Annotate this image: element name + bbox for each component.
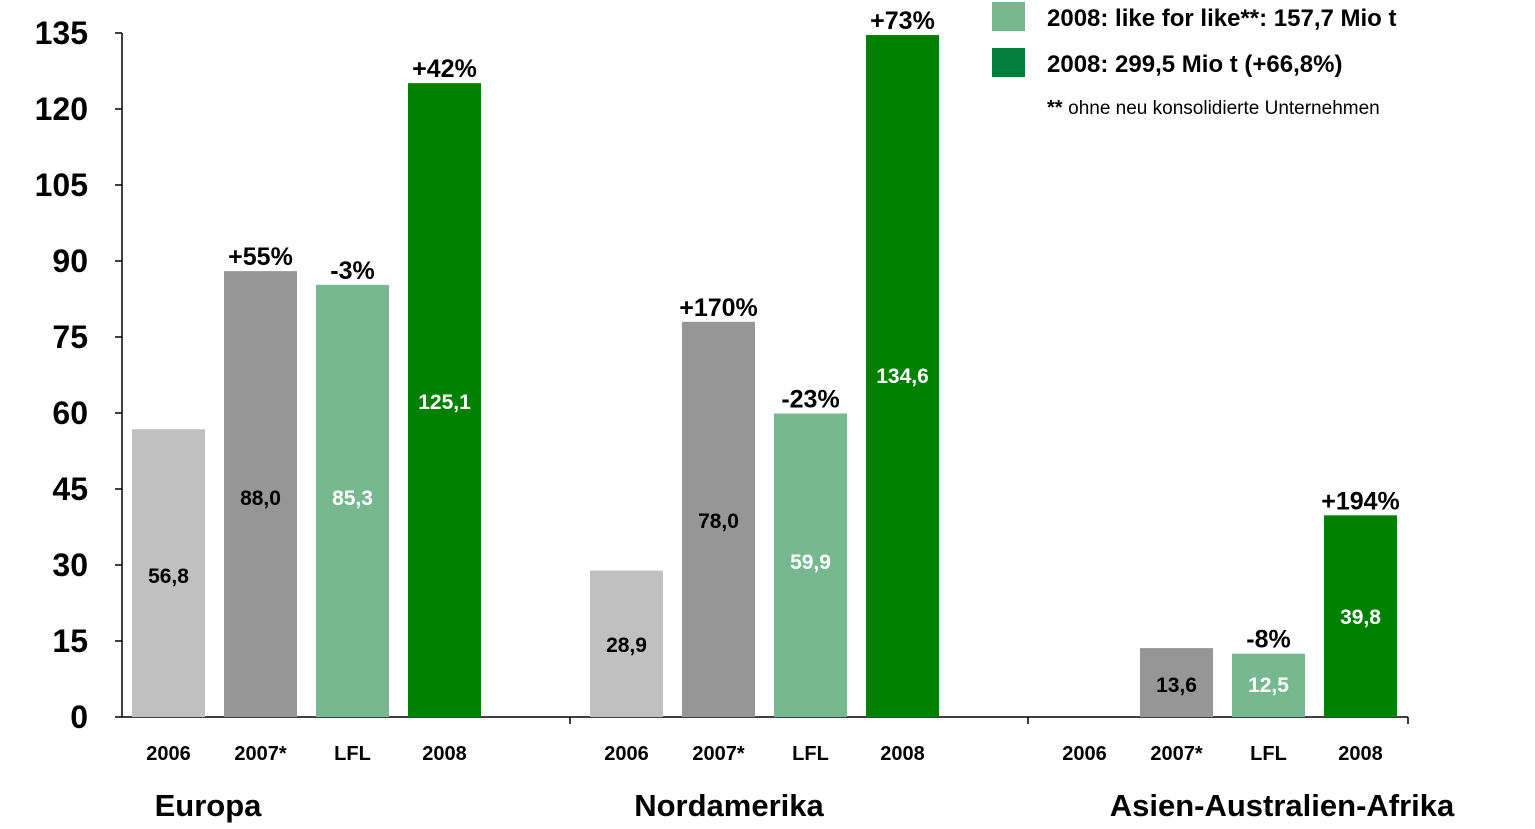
bar xyxy=(866,35,939,717)
bar-change-label: -8% xyxy=(1246,626,1290,654)
footnote: ** ohne neu konsolidierte Unternehmen xyxy=(1047,97,1380,119)
x-tick-label: 2006 xyxy=(1062,743,1107,765)
bar-value-label: 59,9 xyxy=(790,551,831,574)
bar xyxy=(316,284,389,717)
bar-change-label: +42% xyxy=(412,55,477,83)
bar-change-label: -3% xyxy=(330,257,374,285)
x-tick-label: 2008 xyxy=(422,743,467,765)
group-label: Europa xyxy=(155,788,263,823)
bar-change-label: +194% xyxy=(1321,487,1400,515)
footnote-text: ohne neu konsolidierte Unternehmen xyxy=(1068,98,1380,119)
bar-value-label: 88,0 xyxy=(240,487,281,510)
y-tick-label: 0 xyxy=(70,699,88,735)
y-tick-label: 30 xyxy=(52,547,88,583)
y-tick-label: 105 xyxy=(35,167,88,203)
bar-value-label: 85,3 xyxy=(332,487,373,510)
bar-change-label: +73% xyxy=(870,7,935,35)
x-tick-label: LFL xyxy=(334,743,371,765)
bar-value-label: 78,0 xyxy=(698,510,739,533)
x-tick-label: 2007* xyxy=(234,743,286,765)
bar xyxy=(1140,648,1213,717)
legend-swatch xyxy=(992,48,1025,77)
x-tick-label: 2006 xyxy=(146,743,191,765)
y-tick-label: 120 xyxy=(35,91,88,127)
y-tick-label: 75 xyxy=(52,319,88,355)
y-tick-label: 135 xyxy=(35,15,88,51)
bar-change-label: +170% xyxy=(679,294,758,322)
bar xyxy=(590,570,663,717)
group-label: Asien-Australien-Afrika xyxy=(1110,788,1455,823)
x-tick-label: 2008 xyxy=(880,743,925,765)
x-tick-label: 2007* xyxy=(692,743,744,765)
bar xyxy=(408,83,481,717)
bar-value-label: 56,8 xyxy=(148,565,189,588)
y-tick-label: 90 xyxy=(52,243,88,279)
y-tick-label: 45 xyxy=(52,471,88,507)
x-tick-label: 2006 xyxy=(604,743,649,765)
legend-swatch xyxy=(992,2,1025,31)
group-label: Nordamerika xyxy=(634,788,824,823)
x-tick-label: LFL xyxy=(1250,743,1287,765)
bar xyxy=(132,429,205,717)
bar xyxy=(1232,653,1305,717)
bar-value-label: 134,6 xyxy=(876,365,929,388)
x-tick-label: 2008 xyxy=(1338,743,1383,765)
y-tick-label: 15 xyxy=(52,623,88,659)
bar-value-label: 28,9 xyxy=(606,634,647,657)
bar-change-label: -23% xyxy=(781,386,839,414)
bar-value-label: 12,5 xyxy=(1248,674,1289,697)
bar xyxy=(1324,515,1397,717)
bar-value-label: 13,6 xyxy=(1156,674,1197,697)
x-tick-label: LFL xyxy=(792,743,829,765)
legend-label: 2008: like for like**: 157,7 Mio t xyxy=(1047,5,1397,32)
legend-label: 2008: 299,5 Mio t (+66,8%) xyxy=(1047,51,1342,78)
bar-change-label: +55% xyxy=(228,243,293,271)
y-tick-label: 60 xyxy=(52,395,88,431)
x-tick-label: 2007* xyxy=(1150,743,1202,765)
bar xyxy=(224,271,297,717)
bar xyxy=(774,413,847,717)
bar-value-label: 39,8 xyxy=(1340,606,1381,629)
bar-value-label: 125,1 xyxy=(418,391,471,414)
bar xyxy=(682,321,755,717)
footnote-marker: ** xyxy=(1047,97,1068,119)
